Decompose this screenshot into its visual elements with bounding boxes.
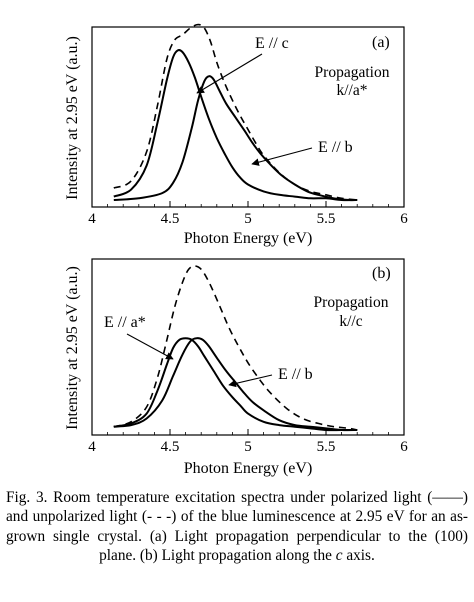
panel-a: 4 4.5 5 5.5 6 (a) Propagation k//a* E // c E… xyxy=(64,23,408,247)
figure-caption: Fig. 3. Room temperature excitation spec… xyxy=(6,488,468,565)
solid-curve-a-1 xyxy=(113,75,358,202)
x-tick-label: 5 xyxy=(244,211,252,227)
curves-a xyxy=(113,23,358,202)
x-tick-label: 4 xyxy=(88,211,96,227)
x-ticks-a: 4 4.5 5 5.5 6 xyxy=(88,201,408,227)
x-axis-title-a: Photon Energy (eV) xyxy=(184,230,313,247)
annotation-e-b-a: E // b xyxy=(318,139,353,156)
condition-line1-b: Propagation xyxy=(314,294,389,311)
arrow-e-c xyxy=(196,53,263,94)
x-tick-label: 5.5 xyxy=(317,211,336,227)
x-tick-label: 5 xyxy=(244,439,252,455)
condition-line1-a: Propagation xyxy=(315,64,390,81)
x-tick-label: 5.5 xyxy=(317,439,336,455)
plot-frame-b xyxy=(91,258,405,436)
x-tick-label: 4.5 xyxy=(161,439,180,455)
annotation-e-c: E // c xyxy=(255,35,289,52)
x-tick-label: 4.5 xyxy=(161,211,180,227)
x-tick-label: 4 xyxy=(88,439,96,455)
solid-curve-a-0 xyxy=(113,49,358,202)
annotation-e-b-b: E // b xyxy=(278,366,313,383)
panel-label-a: (a) xyxy=(372,34,390,51)
panel-b: 4 4.5 5 5.5 6 (b) Propagation k//c E // a* E… xyxy=(64,258,408,477)
figure: 4 4.5 5 5.5 6 (a) Propagation k//a* E // c E… xyxy=(64,23,408,477)
arrow-e-a xyxy=(126,333,174,360)
condition-line2-a: k//a* xyxy=(337,82,368,99)
annotation-e-a: E // a* xyxy=(104,314,146,331)
arrow-e-b-a xyxy=(251,147,313,166)
y-axis-title-a: Intensity at 2.95 eV (a.u.) xyxy=(64,36,81,200)
arrow-e-b-b xyxy=(228,374,273,388)
dashed-curve-a-2 xyxy=(113,23,358,201)
caption-text: Fig. 3. Room temperature excitation spec… xyxy=(6,489,468,564)
y-axis-title-b: Intensity at 2.95 eV (a.u.) xyxy=(64,266,81,430)
x-tick-label: 6 xyxy=(400,211,408,227)
caption-axis-italic: c xyxy=(335,546,343,564)
x-axis-title-b: Photon Energy (eV) xyxy=(184,460,313,477)
panel-label-b: (b) xyxy=(372,265,391,282)
solid-curve-b-1 xyxy=(113,337,358,432)
caption-text-end: axis. xyxy=(342,546,375,564)
x-ticks-b: 4 4.5 5 5.5 6 xyxy=(88,429,408,455)
condition-line2-b: k//c xyxy=(339,313,362,330)
x-tick-label: 6 xyxy=(400,439,408,455)
curves-b xyxy=(113,265,358,432)
solid-curve-b-0 xyxy=(113,337,358,432)
dashed-curve-b-2 xyxy=(113,265,358,431)
